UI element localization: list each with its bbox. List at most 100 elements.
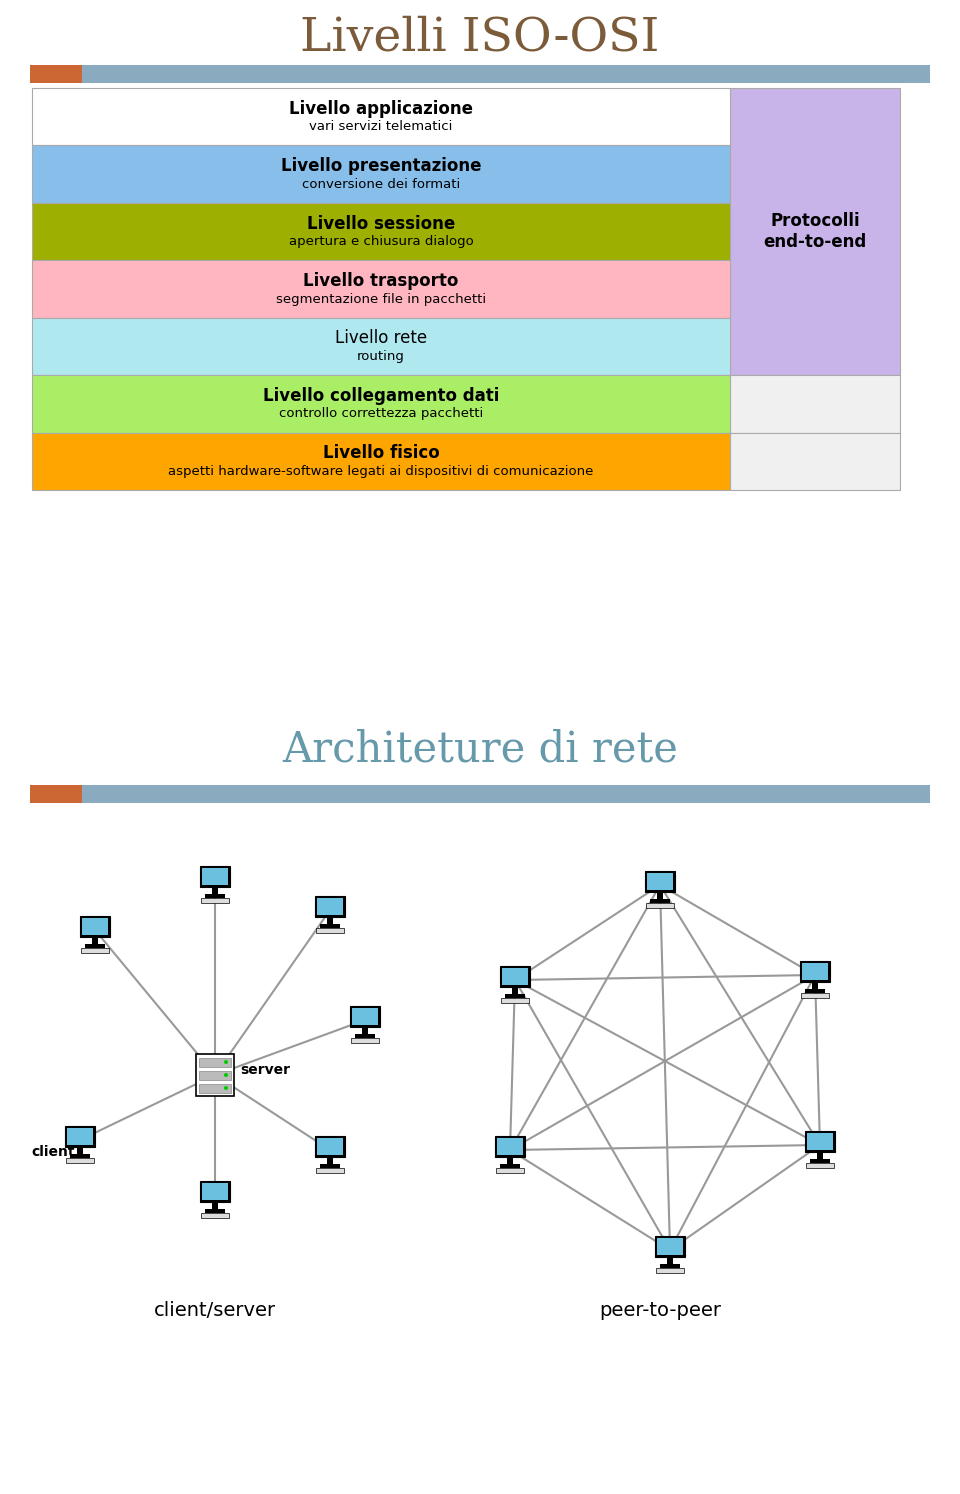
Bar — [495, 1135, 525, 1156]
Bar — [327, 1156, 333, 1164]
Bar — [316, 1168, 344, 1173]
Bar — [200, 1180, 230, 1203]
Bar — [802, 964, 828, 980]
Text: aspetti hardware-software legati ai dispositivi di comunicazione: aspetti hardware-software legati ai disp… — [168, 465, 593, 478]
Bar — [199, 1085, 231, 1094]
Bar — [32, 203, 730, 260]
Text: apertura e chiusura dialogo: apertura e chiusura dialogo — [289, 235, 473, 248]
Bar — [362, 1026, 368, 1034]
Bar — [730, 375, 900, 433]
Bar — [317, 1138, 343, 1155]
Bar — [32, 375, 730, 433]
Bar — [81, 949, 109, 953]
Bar — [660, 1264, 680, 1268]
Bar — [32, 260, 730, 318]
Text: peer-to-peer: peer-to-peer — [599, 1300, 721, 1319]
Bar — [65, 1126, 95, 1147]
Bar — [647, 872, 673, 890]
Bar — [646, 902, 674, 908]
Text: Livello applicazione: Livello applicazione — [289, 100, 473, 118]
Bar — [201, 898, 229, 902]
Circle shape — [224, 1073, 228, 1077]
Bar — [650, 899, 670, 902]
Text: conversione dei formati: conversione dei formati — [301, 178, 460, 191]
Bar — [70, 1153, 90, 1158]
Bar — [202, 1183, 228, 1200]
Bar — [67, 1128, 93, 1144]
Bar — [507, 1156, 513, 1164]
Bar — [200, 867, 230, 887]
Bar — [327, 916, 333, 923]
Bar — [656, 1268, 684, 1273]
Bar — [205, 1209, 225, 1213]
Bar — [805, 989, 825, 994]
Bar — [315, 1135, 345, 1156]
Bar — [497, 1138, 523, 1155]
Bar — [199, 1071, 231, 1080]
Bar — [317, 898, 343, 914]
Bar — [500, 1164, 520, 1168]
Bar — [82, 66, 930, 84]
Text: Livello rete: Livello rete — [335, 330, 427, 348]
Bar — [807, 1132, 833, 1150]
Bar — [201, 1213, 229, 1218]
Bar — [655, 1236, 685, 1256]
Text: client/server: client/server — [154, 1300, 276, 1319]
Bar — [315, 896, 345, 917]
Bar — [32, 318, 730, 375]
Bar — [817, 1150, 823, 1159]
Text: client: client — [32, 1144, 75, 1159]
Text: Livello collegamento dati: Livello collegamento dati — [263, 387, 499, 405]
Bar — [212, 886, 218, 893]
Text: Livello presentazione: Livello presentazione — [280, 157, 481, 175]
Text: Livello trasporto: Livello trasporto — [303, 272, 459, 290]
Bar — [355, 1034, 375, 1038]
Text: controllo correttezza pacchetti: controllo correttezza pacchetti — [278, 408, 483, 420]
Text: Livello fisico: Livello fisico — [323, 444, 440, 462]
Bar — [801, 994, 829, 998]
Bar — [505, 994, 525, 998]
Text: Architeture di rete: Architeture di rete — [282, 729, 678, 771]
Bar — [92, 937, 98, 944]
Bar — [205, 893, 225, 898]
Circle shape — [224, 1086, 228, 1091]
Text: vari servizi telematici: vari servizi telematici — [309, 120, 453, 133]
Bar — [32, 145, 730, 203]
Bar — [199, 1058, 231, 1067]
Bar — [500, 967, 530, 988]
Bar — [657, 1239, 683, 1255]
Bar — [645, 871, 675, 892]
Bar — [30, 66, 82, 84]
Bar — [730, 88, 900, 375]
Text: Livello sessione: Livello sessione — [307, 215, 455, 233]
Bar — [82, 784, 930, 802]
Bar — [810, 1159, 830, 1162]
Bar — [66, 1158, 94, 1162]
Bar — [320, 923, 340, 928]
Bar — [501, 998, 529, 1002]
Bar — [351, 1038, 379, 1043]
Bar — [496, 1168, 524, 1173]
Bar — [800, 961, 830, 982]
Bar — [212, 1201, 218, 1209]
Bar — [202, 868, 228, 884]
Bar — [512, 986, 518, 994]
Bar — [812, 982, 818, 989]
Bar — [806, 1162, 834, 1168]
Bar — [85, 944, 105, 949]
Bar — [730, 433, 900, 490]
Bar — [80, 916, 110, 937]
Text: Livelli ISO-OSI: Livelli ISO-OSI — [300, 15, 660, 61]
Bar — [805, 1131, 835, 1152]
Bar — [196, 1053, 234, 1097]
Bar — [30, 784, 82, 802]
Bar — [657, 890, 663, 899]
Bar — [82, 917, 108, 935]
Bar — [77, 1146, 83, 1153]
Text: routing: routing — [357, 350, 405, 363]
Bar — [667, 1256, 673, 1264]
Circle shape — [224, 1061, 228, 1064]
Bar — [350, 1005, 380, 1026]
Bar — [32, 433, 730, 490]
Bar — [502, 968, 528, 985]
